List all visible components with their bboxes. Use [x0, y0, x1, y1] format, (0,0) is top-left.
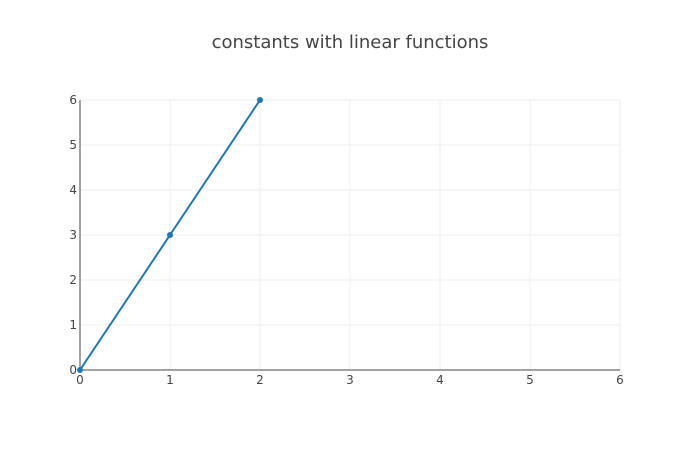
x-tick-label: 0: [76, 373, 84, 387]
x-tick-label: 3: [346, 373, 354, 387]
y-tick-label: 3: [69, 228, 77, 242]
x-tick-label: 4: [436, 373, 444, 387]
data-point: [77, 367, 83, 373]
axes: [79, 100, 620, 371]
x-tick-label: 1: [166, 373, 174, 387]
x-tick-label: 6: [616, 373, 624, 387]
data-point: [167, 232, 173, 238]
series-layer: [77, 97, 263, 373]
chart-title: constants with linear functions: [211, 32, 489, 53]
y-tick-label: 2: [69, 273, 77, 287]
y-tick-label: 4: [69, 183, 77, 197]
x-tick-label: 2: [256, 373, 264, 387]
data-point: [257, 97, 263, 103]
grid-lines: [80, 99, 621, 370]
y-tick-label: 5: [69, 138, 77, 152]
tick-labels: 0 1 2 3 4 5 6 0 1 2 3 4 5 6: [69, 93, 623, 387]
y-tick-label: 0: [69, 363, 77, 377]
y-tick-label: 6: [69, 93, 77, 107]
x-tick-label: 5: [526, 373, 534, 387]
y-tick-label: 1: [69, 318, 77, 332]
